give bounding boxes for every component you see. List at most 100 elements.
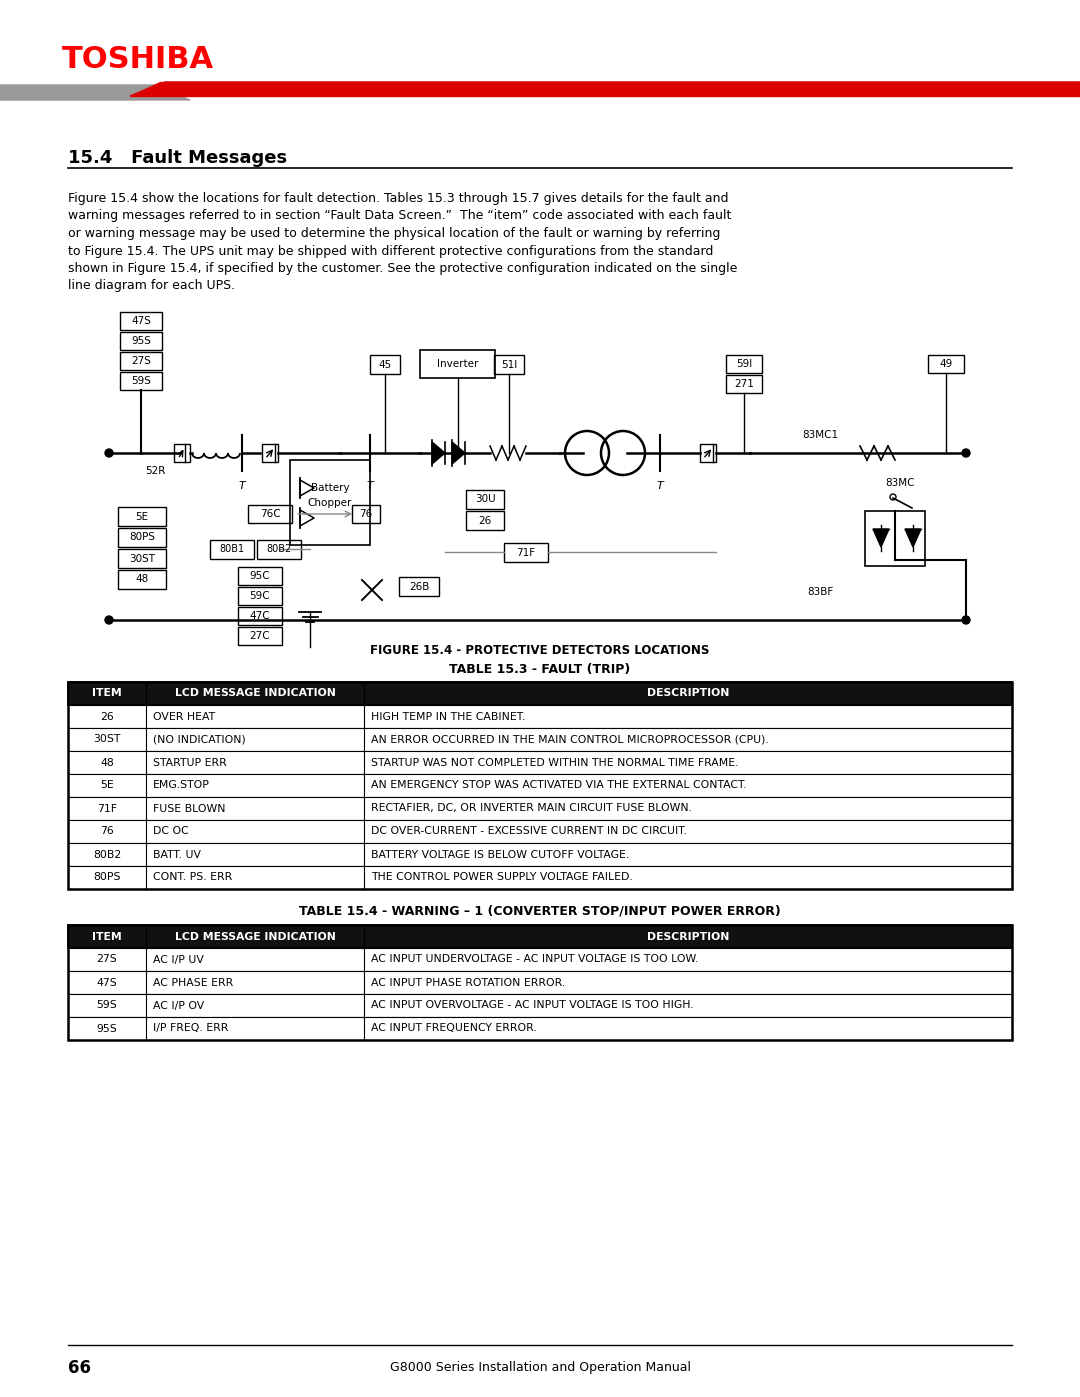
Text: 5E: 5E bbox=[135, 511, 149, 521]
Bar bbox=[118, 507, 166, 527]
Bar bbox=[352, 504, 380, 522]
Bar bbox=[120, 332, 162, 351]
Text: warning messages referred to in section “Fault Data Screen.”  The “item” code as: warning messages referred to in section … bbox=[68, 210, 731, 222]
Text: AC I/P UV: AC I/P UV bbox=[153, 954, 204, 964]
Text: G8000 Series Installation and Operation Manual: G8000 Series Installation and Operation … bbox=[390, 1362, 690, 1375]
Bar bbox=[726, 374, 762, 393]
Text: 95S: 95S bbox=[131, 337, 151, 346]
Text: TOSHIBA: TOSHIBA bbox=[62, 46, 214, 74]
Text: 48: 48 bbox=[135, 574, 149, 584]
Text: 83BF: 83BF bbox=[807, 587, 833, 597]
Text: OVER HEAT: OVER HEAT bbox=[153, 711, 215, 721]
Text: or warning message may be used to determine the physical location of the fault o: or warning message may be used to determ… bbox=[68, 226, 720, 240]
Text: 47S: 47S bbox=[131, 316, 151, 326]
Text: AC INPUT FREQUENCY ERROR.: AC INPUT FREQUENCY ERROR. bbox=[372, 1024, 537, 1034]
Text: I/P FREQ. ERR: I/P FREQ. ERR bbox=[153, 1024, 228, 1034]
Text: 271: 271 bbox=[734, 379, 754, 388]
Bar bbox=[68, 971, 1012, 995]
Text: DESCRIPTION: DESCRIPTION bbox=[647, 689, 729, 698]
Text: (NO INDICATION): (NO INDICATION) bbox=[153, 735, 246, 745]
Text: 95C: 95C bbox=[249, 571, 270, 581]
Bar bbox=[68, 949, 1012, 971]
Text: shown in Figure 15.4, if specified by the customer. See the protective configura: shown in Figure 15.4, if specified by th… bbox=[68, 263, 738, 275]
Text: 59C: 59C bbox=[249, 591, 270, 601]
Text: 80B1: 80B1 bbox=[219, 545, 244, 555]
Text: RECTAFIER, DC, OR INVERTER MAIN CIRCUIT FUSE BLOWN.: RECTAFIER, DC, OR INVERTER MAIN CIRCUIT … bbox=[372, 803, 692, 813]
Text: 76C: 76C bbox=[259, 509, 281, 520]
Text: STARTUP ERR: STARTUP ERR bbox=[153, 757, 227, 767]
Bar bbox=[494, 355, 524, 374]
Bar bbox=[68, 820, 1012, 842]
Text: DESCRIPTION: DESCRIPTION bbox=[647, 932, 729, 942]
Bar bbox=[118, 549, 166, 569]
Text: 30ST: 30ST bbox=[129, 553, 156, 563]
Text: 26: 26 bbox=[478, 515, 491, 525]
Text: FIGURE 15.4 - PROTECTIVE DETECTORS LOCATIONS: FIGURE 15.4 - PROTECTIVE DETECTORS LOCAT… bbox=[370, 644, 710, 657]
Circle shape bbox=[105, 616, 113, 624]
Text: 27S: 27S bbox=[96, 954, 118, 964]
Text: 80PS: 80PS bbox=[93, 873, 121, 883]
Bar bbox=[238, 608, 282, 624]
Bar bbox=[68, 752, 1012, 774]
Bar bbox=[238, 587, 282, 605]
Text: 83MC: 83MC bbox=[886, 478, 915, 488]
Text: T: T bbox=[366, 481, 374, 490]
Text: line diagram for each UPS.: line diagram for each UPS. bbox=[68, 279, 235, 292]
Text: 30ST: 30ST bbox=[93, 735, 121, 745]
Bar bbox=[262, 444, 278, 462]
Bar bbox=[928, 355, 964, 373]
Text: BATTERY VOLTAGE IS BELOW CUTOFF VOLTAGE.: BATTERY VOLTAGE IS BELOW CUTOFF VOLTAGE. bbox=[372, 849, 630, 859]
Text: AN EMERGENCY STOP WAS ACTIVATED VIA THE EXTERNAL CONTACT.: AN EMERGENCY STOP WAS ACTIVATED VIA THE … bbox=[372, 781, 746, 791]
Bar bbox=[68, 1017, 1012, 1039]
Text: LCD MESSAGE INDICATION: LCD MESSAGE INDICATION bbox=[175, 689, 336, 698]
Text: AC INPUT OVERVOLTAGE - AC INPUT VOLTAGE IS TOO HIGH.: AC INPUT OVERVOLTAGE - AC INPUT VOLTAGE … bbox=[372, 1000, 693, 1010]
Text: EMG.STOP: EMG.STOP bbox=[153, 781, 210, 791]
Text: DC OC: DC OC bbox=[153, 827, 189, 837]
Bar bbox=[118, 528, 166, 548]
Text: AC PHASE ERR: AC PHASE ERR bbox=[153, 978, 233, 988]
Text: AC INPUT UNDERVOLTAGE - AC INPUT VOLTAGE IS TOO LOW.: AC INPUT UNDERVOLTAGE - AC INPUT VOLTAGE… bbox=[372, 954, 699, 964]
Circle shape bbox=[962, 616, 970, 624]
Text: ITEM: ITEM bbox=[92, 932, 122, 942]
Text: to Figure 15.4. The UPS unit may be shipped with different protective configurat: to Figure 15.4. The UPS unit may be ship… bbox=[68, 244, 714, 257]
Bar bbox=[504, 543, 548, 562]
Text: 80B2: 80B2 bbox=[267, 545, 292, 555]
Text: 71F: 71F bbox=[516, 548, 536, 557]
Text: 48: 48 bbox=[100, 757, 113, 767]
Text: 76: 76 bbox=[100, 827, 113, 837]
Text: 51I: 51I bbox=[501, 359, 517, 369]
Text: 26B: 26B bbox=[409, 581, 429, 591]
Text: CONT. PS. ERR: CONT. PS. ERR bbox=[153, 873, 232, 883]
Bar bbox=[238, 627, 282, 645]
Text: 71F: 71F bbox=[97, 803, 117, 813]
Text: FUSE BLOWN: FUSE BLOWN bbox=[153, 803, 226, 813]
Bar bbox=[68, 925, 1012, 949]
Bar bbox=[257, 541, 301, 559]
Bar bbox=[865, 511, 924, 566]
Text: 27S: 27S bbox=[131, 356, 151, 366]
Polygon shape bbox=[432, 441, 445, 464]
Text: 59S: 59S bbox=[131, 376, 151, 386]
Text: 95S: 95S bbox=[96, 1024, 118, 1034]
Text: Figure 15.4 show the locations for fault detection. Tables 15.3 through 15.7 giv: Figure 15.4 show the locations for fault… bbox=[68, 191, 729, 205]
Circle shape bbox=[105, 448, 113, 457]
Text: 49: 49 bbox=[940, 359, 953, 369]
Bar bbox=[68, 682, 1012, 888]
Text: 5E: 5E bbox=[100, 781, 113, 791]
Bar bbox=[68, 995, 1012, 1017]
Bar bbox=[68, 842, 1012, 866]
Polygon shape bbox=[453, 441, 465, 464]
Bar bbox=[291, 460, 370, 545]
Bar bbox=[726, 355, 762, 373]
Text: Battery: Battery bbox=[311, 483, 349, 493]
Bar bbox=[238, 567, 282, 585]
Bar bbox=[68, 798, 1012, 820]
Bar bbox=[174, 444, 190, 462]
Text: 47C: 47C bbox=[249, 610, 270, 622]
Bar bbox=[68, 866, 1012, 888]
Bar bbox=[700, 444, 716, 462]
Bar bbox=[68, 925, 1012, 1039]
Text: DC OVER-CURRENT - EXCESSIVE CURRENT IN DC CIRCUIT.: DC OVER-CURRENT - EXCESSIVE CURRENT IN D… bbox=[372, 827, 687, 837]
Text: AC INPUT PHASE ROTATION ERROR.: AC INPUT PHASE ROTATION ERROR. bbox=[372, 978, 565, 988]
Text: Chopper: Chopper bbox=[308, 497, 352, 509]
